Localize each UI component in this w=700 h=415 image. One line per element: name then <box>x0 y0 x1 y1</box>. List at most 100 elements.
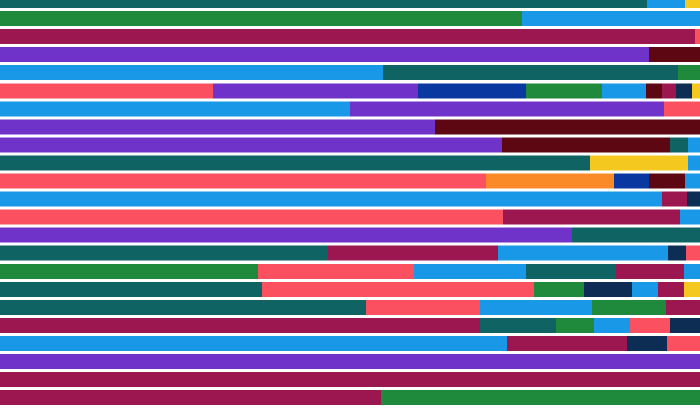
bar-row-14 <box>0 227 700 243</box>
bar-row-3 <box>0 29 700 45</box>
bar-segment-11-4 <box>649 173 685 189</box>
bar-segment-6-5 <box>602 83 646 99</box>
bar-segment-9-2 <box>502 137 670 153</box>
bar-segment-6-7 <box>662 83 676 99</box>
bar-segment-20-4 <box>667 335 700 351</box>
bar-row-11 <box>0 173 700 189</box>
bar-segment-20-2 <box>507 335 627 351</box>
bar-segment-17-1 <box>0 281 262 297</box>
bar-segment-17-3 <box>534 281 584 297</box>
bar-segment-18-4 <box>592 299 666 315</box>
bar-segment-16-2 <box>258 263 414 279</box>
bar-segment-11-3 <box>614 173 649 189</box>
bar-segment-14-2 <box>572 227 700 243</box>
bar-segment-12-2 <box>662 191 687 207</box>
bar-segment-6-4 <box>526 83 602 99</box>
bar-row-10 <box>0 155 700 171</box>
bar-segment-6-8 <box>676 83 692 99</box>
bar-row-8 <box>0 119 700 135</box>
bar-segment-9-1 <box>0 137 502 153</box>
bar-segment-22-1 <box>0 372 700 388</box>
bar-segment-7-1 <box>0 101 350 117</box>
bar-row-15 <box>0 245 700 261</box>
bar-row-20 <box>0 335 700 351</box>
bar-segment-17-4 <box>584 281 632 297</box>
bar-segment-17-7 <box>684 281 700 297</box>
bar-segment-1-3 <box>685 0 700 8</box>
bar-segment-6-3 <box>418 83 526 99</box>
bar-segment-7-2 <box>350 101 664 117</box>
bar-segment-18-5 <box>666 299 700 315</box>
bar-segment-16-4 <box>526 263 616 279</box>
bar-segment-9-3 <box>670 137 688 153</box>
bar-segment-19-5 <box>630 317 670 333</box>
bar-segment-23-1 <box>0 390 381 406</box>
bar-segment-13-2 <box>503 209 680 225</box>
bar-segment-5-2 <box>383 65 678 81</box>
bar-segment-15-1 <box>0 245 328 261</box>
bar-segment-15-3 <box>498 245 668 261</box>
bar-segment-10-1 <box>0 155 590 171</box>
bar-segment-18-2 <box>366 299 480 315</box>
bar-segment-10-3 <box>688 155 700 171</box>
bar-segment-4-2 <box>649 47 700 63</box>
bar-row-2 <box>0 11 700 27</box>
bar-row-5 <box>0 65 700 81</box>
bar-segment-18-3 <box>480 299 592 315</box>
bar-segment-12-3 <box>687 191 700 207</box>
bar-segment-1-1 <box>0 0 647 8</box>
bar-segment-16-3 <box>414 263 526 279</box>
bar-segment-13-1 <box>0 209 503 225</box>
bar-segment-11-2 <box>486 173 614 189</box>
bar-segment-15-5 <box>686 245 700 261</box>
bar-segment-11-5 <box>685 173 700 189</box>
bar-row-21 <box>0 354 700 369</box>
bar-segment-6-9 <box>692 83 700 99</box>
bar-segment-13-3 <box>680 209 700 225</box>
bar-segment-2-1 <box>0 11 522 27</box>
bar-row-4 <box>0 47 700 63</box>
bar-segment-17-2 <box>262 281 534 297</box>
bar-row-16 <box>0 263 700 279</box>
bar-row-7 <box>0 101 700 117</box>
bar-segment-1-2 <box>647 0 685 8</box>
bar-segment-6-6 <box>646 83 662 99</box>
bar-segment-5-3 <box>678 65 700 81</box>
bar-row-1 <box>0 0 700 8</box>
bar-segment-2-2 <box>522 11 700 27</box>
bar-segment-12-1 <box>0 191 662 207</box>
bar-segment-3-1 <box>0 29 695 45</box>
bar-segment-14-1 <box>0 227 572 243</box>
bar-segment-19-6 <box>670 317 700 333</box>
bar-row-17 <box>0 281 700 297</box>
bar-row-13 <box>0 209 700 225</box>
bar-segment-16-6 <box>684 263 700 279</box>
bar-segment-16-1 <box>0 263 258 279</box>
bar-segment-20-1 <box>0 335 507 351</box>
bar-segment-11-1 <box>0 173 486 189</box>
bar-segment-19-2 <box>480 317 556 333</box>
bar-segment-19-1 <box>0 317 480 333</box>
bar-segment-9-4 <box>688 137 700 153</box>
bar-segment-4-1 <box>0 47 649 63</box>
bar-segment-15-4 <box>668 245 686 261</box>
bar-segment-17-5 <box>632 281 658 297</box>
bar-segment-16-5 <box>616 263 684 279</box>
bar-segment-7-3 <box>664 101 700 117</box>
bar-segment-19-3 <box>556 317 594 333</box>
bar-segment-8-1 <box>0 119 435 135</box>
bar-segment-6-1 <box>0 83 213 99</box>
bar-segment-5-1 <box>0 65 383 81</box>
bar-row-6 <box>0 83 700 99</box>
bar-row-18 <box>0 299 700 315</box>
bar-segment-23-2 <box>381 390 700 406</box>
bar-row-23 <box>0 390 700 406</box>
bar-row-9 <box>0 137 700 153</box>
bar-row-12 <box>0 191 700 207</box>
bar-segment-20-3 <box>627 335 667 351</box>
bar-segment-18-1 <box>0 299 366 315</box>
bar-segment-8-2 <box>435 119 700 135</box>
bar-segment-3-2 <box>695 29 700 45</box>
bar-segment-21-1 <box>0 354 700 369</box>
